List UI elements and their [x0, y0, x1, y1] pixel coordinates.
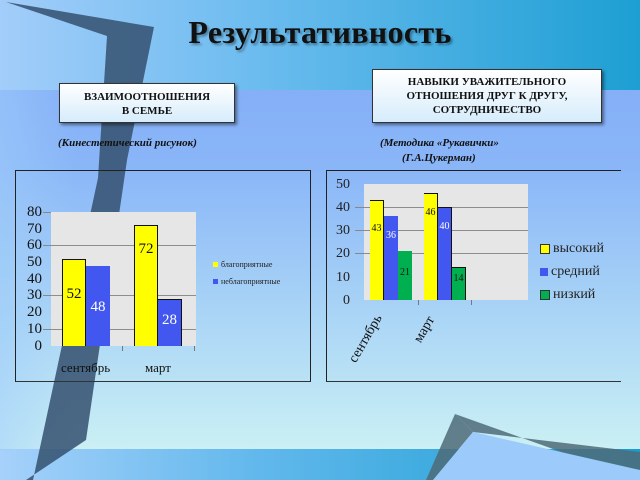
bar-value: 52: [66, 286, 82, 302]
y-tick-label: 10: [336, 270, 350, 285]
left-header-line1: ВЗАИМООТНОШЕНИЯ: [83, 91, 211, 103]
bar-mart-nizkiy: 14: [452, 267, 466, 300]
legend-swatch-green: [540, 290, 550, 300]
gridline: [51, 245, 196, 246]
y-tick-label: 20: [27, 304, 42, 320]
bar-mart-neblagopriyatnye: 28: [158, 299, 182, 346]
bar-value: 21: [400, 267, 410, 278]
legend-swatch-yellow: [540, 244, 550, 254]
bar-value: 40: [439, 221, 450, 232]
legend-label: средний: [551, 264, 600, 279]
right-method-caption: (Методика «Рукавички» (Г.А.Цукерман): [380, 136, 499, 166]
bar-sentyabr-neblagopriyatnye: 48: [86, 266, 110, 346]
y-tick-label: 10: [27, 321, 42, 337]
bar-sentyabr-nizkiy: 21: [398, 251, 412, 300]
legend-swatch-blue: [540, 268, 548, 276]
y-tick: [43, 329, 51, 330]
bar-mart-blagopriyatnye: 72: [134, 225, 158, 346]
y-tick-label: 0: [34, 338, 43, 354]
legend-swatch-blue: [213, 279, 218, 284]
y-tick: [355, 207, 364, 208]
bar-value: 14: [453, 273, 464, 284]
y-tick: [355, 230, 364, 231]
y-tick-label: 60: [27, 237, 42, 253]
right-header-line1: НАВЫКИ УВАЖИТЕЛЬНОГО: [407, 76, 567, 88]
right-plot-area: 43 36 21 46 40 14: [364, 184, 528, 300]
y-tick-label: 50: [27, 254, 42, 270]
left-method-caption: (Кинестетический рисунок): [58, 137, 197, 149]
left-plot-area: 52 48 72 28: [51, 212, 196, 346]
legend-item-vysokiy: высокий: [540, 241, 604, 257]
x-tick: [418, 300, 419, 305]
x-tick: [122, 346, 123, 351]
right-chart-frame: [326, 170, 621, 382]
x-label-mart: март: [145, 360, 171, 375]
gridline: [51, 329, 196, 330]
y-tick-label: 40: [27, 271, 42, 287]
left-chart-frame: [15, 170, 311, 382]
right-header-line2: ОТНОШЕНИЯ ДРУГ К ДРУГУ,: [406, 90, 568, 102]
bar-value: 43: [371, 223, 382, 234]
y-tick-label: 40: [336, 200, 350, 215]
y-tick-label: 70: [27, 221, 42, 237]
right-header-line3: СОТРУДНИЧЕСТВО: [432, 104, 542, 116]
y-tick: [355, 253, 364, 254]
bar-value: 48: [90, 299, 106, 315]
gridline: [51, 295, 196, 296]
legend-label: высокий: [553, 241, 605, 256]
y-tick-label: 50: [336, 177, 350, 192]
legend-item-neblagopriyatnye: неблагоприятные: [213, 277, 280, 286]
right-header-box: НАВЫКИ УВАЖИТЕЛЬНОГО ОТНОШЕНИЯ ДРУГ К ДР…: [372, 69, 602, 123]
legend-swatch-yellow: [213, 262, 218, 267]
y-tick: [43, 245, 51, 246]
legend-item-nizkiy: низкий: [540, 287, 595, 303]
page-title: Результативность: [188, 14, 452, 50]
bar-mart-vysokiy: 46: [424, 193, 438, 300]
legend-label: низкий: [553, 287, 596, 302]
legend-item-blagopriyatnye: благоприятные: [213, 260, 272, 269]
legend-item-sredniy: средний: [540, 264, 600, 280]
bar-value: 28: [162, 312, 177, 328]
legend-label: благоприятные: [221, 260, 273, 269]
y-tick: [43, 295, 51, 296]
bar-sentyabr-sredniy: 36: [384, 216, 398, 300]
right-method-line1: (Методика «Рукавички»: [380, 137, 499, 149]
bar-value: 46: [425, 207, 436, 218]
y-tick-label: 0: [343, 293, 350, 308]
bar-mart-sredniy: 40: [438, 207, 452, 300]
left-header-line2: В СЕМЬЕ: [121, 105, 173, 117]
x-label-sentyabr: сентябрь: [61, 360, 111, 375]
x-tick: [471, 300, 472, 305]
bar-value: 36: [386, 230, 396, 241]
legend-label: неблагоприятные: [221, 277, 281, 286]
bar-sentyabr-blagopriyatnye: 52: [62, 259, 86, 346]
left-header-box: ВЗАИМООТНОШЕНИЯ В СЕМЬЕ: [59, 83, 235, 123]
y-tick-label: 30: [336, 223, 350, 238]
y-tick: [43, 212, 51, 213]
bar-value: 72: [138, 241, 154, 257]
y-tick-label: 30: [27, 287, 42, 303]
right-method-line2: (Г.А.Цукерман): [402, 152, 476, 164]
y-tick-label: 80: [27, 204, 42, 220]
x-tick: [194, 346, 195, 351]
y-tick-label: 20: [336, 246, 350, 261]
bar-sentyabr-vysokiy: 43: [370, 200, 384, 300]
